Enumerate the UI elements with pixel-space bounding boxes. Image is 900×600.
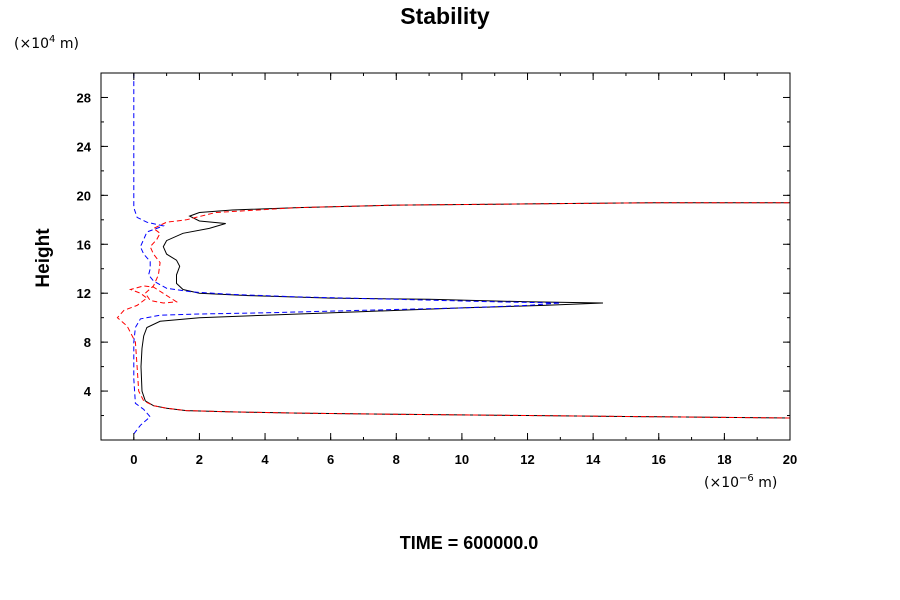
y-tick-label: 20 bbox=[77, 188, 91, 203]
x-tick-label: 18 bbox=[717, 452, 731, 467]
x-tick-label: 20 bbox=[783, 452, 797, 467]
x-tick-label: 12 bbox=[520, 452, 534, 467]
y-tick-label: 8 bbox=[84, 335, 91, 350]
series-component-blue bbox=[133, 73, 561, 435]
chart-title: Stability bbox=[400, 3, 490, 29]
x-tick-label: 14 bbox=[586, 452, 601, 467]
x-tick-label: 10 bbox=[455, 452, 469, 467]
series-layer bbox=[116, 73, 791, 435]
y-unit-label: (×104 m) bbox=[14, 34, 79, 52]
x-tick-label: 4 bbox=[261, 452, 269, 467]
plot-frame bbox=[100, 72, 791, 441]
y-tick-label: 28 bbox=[77, 90, 91, 105]
x-unit-label: (×10−6 m) bbox=[704, 473, 777, 491]
y-tick-label: 12 bbox=[77, 286, 91, 301]
y-axis-label: Height bbox=[33, 228, 54, 288]
series-total bbox=[140, 202, 791, 419]
x-tick-label: 16 bbox=[652, 452, 666, 467]
y-tick-label: 16 bbox=[77, 237, 91, 252]
series-component-red bbox=[116, 202, 791, 419]
x-tick-label: 2 bbox=[196, 452, 203, 467]
y-tick-label: 24 bbox=[77, 139, 92, 154]
time-annotation: TIME = 600000.0 bbox=[400, 533, 539, 553]
x-tick-label: 8 bbox=[393, 452, 400, 467]
x-tick-label: 0 bbox=[130, 452, 137, 467]
x-tick-label: 6 bbox=[327, 452, 334, 467]
y-tick-label: 4 bbox=[84, 384, 92, 399]
